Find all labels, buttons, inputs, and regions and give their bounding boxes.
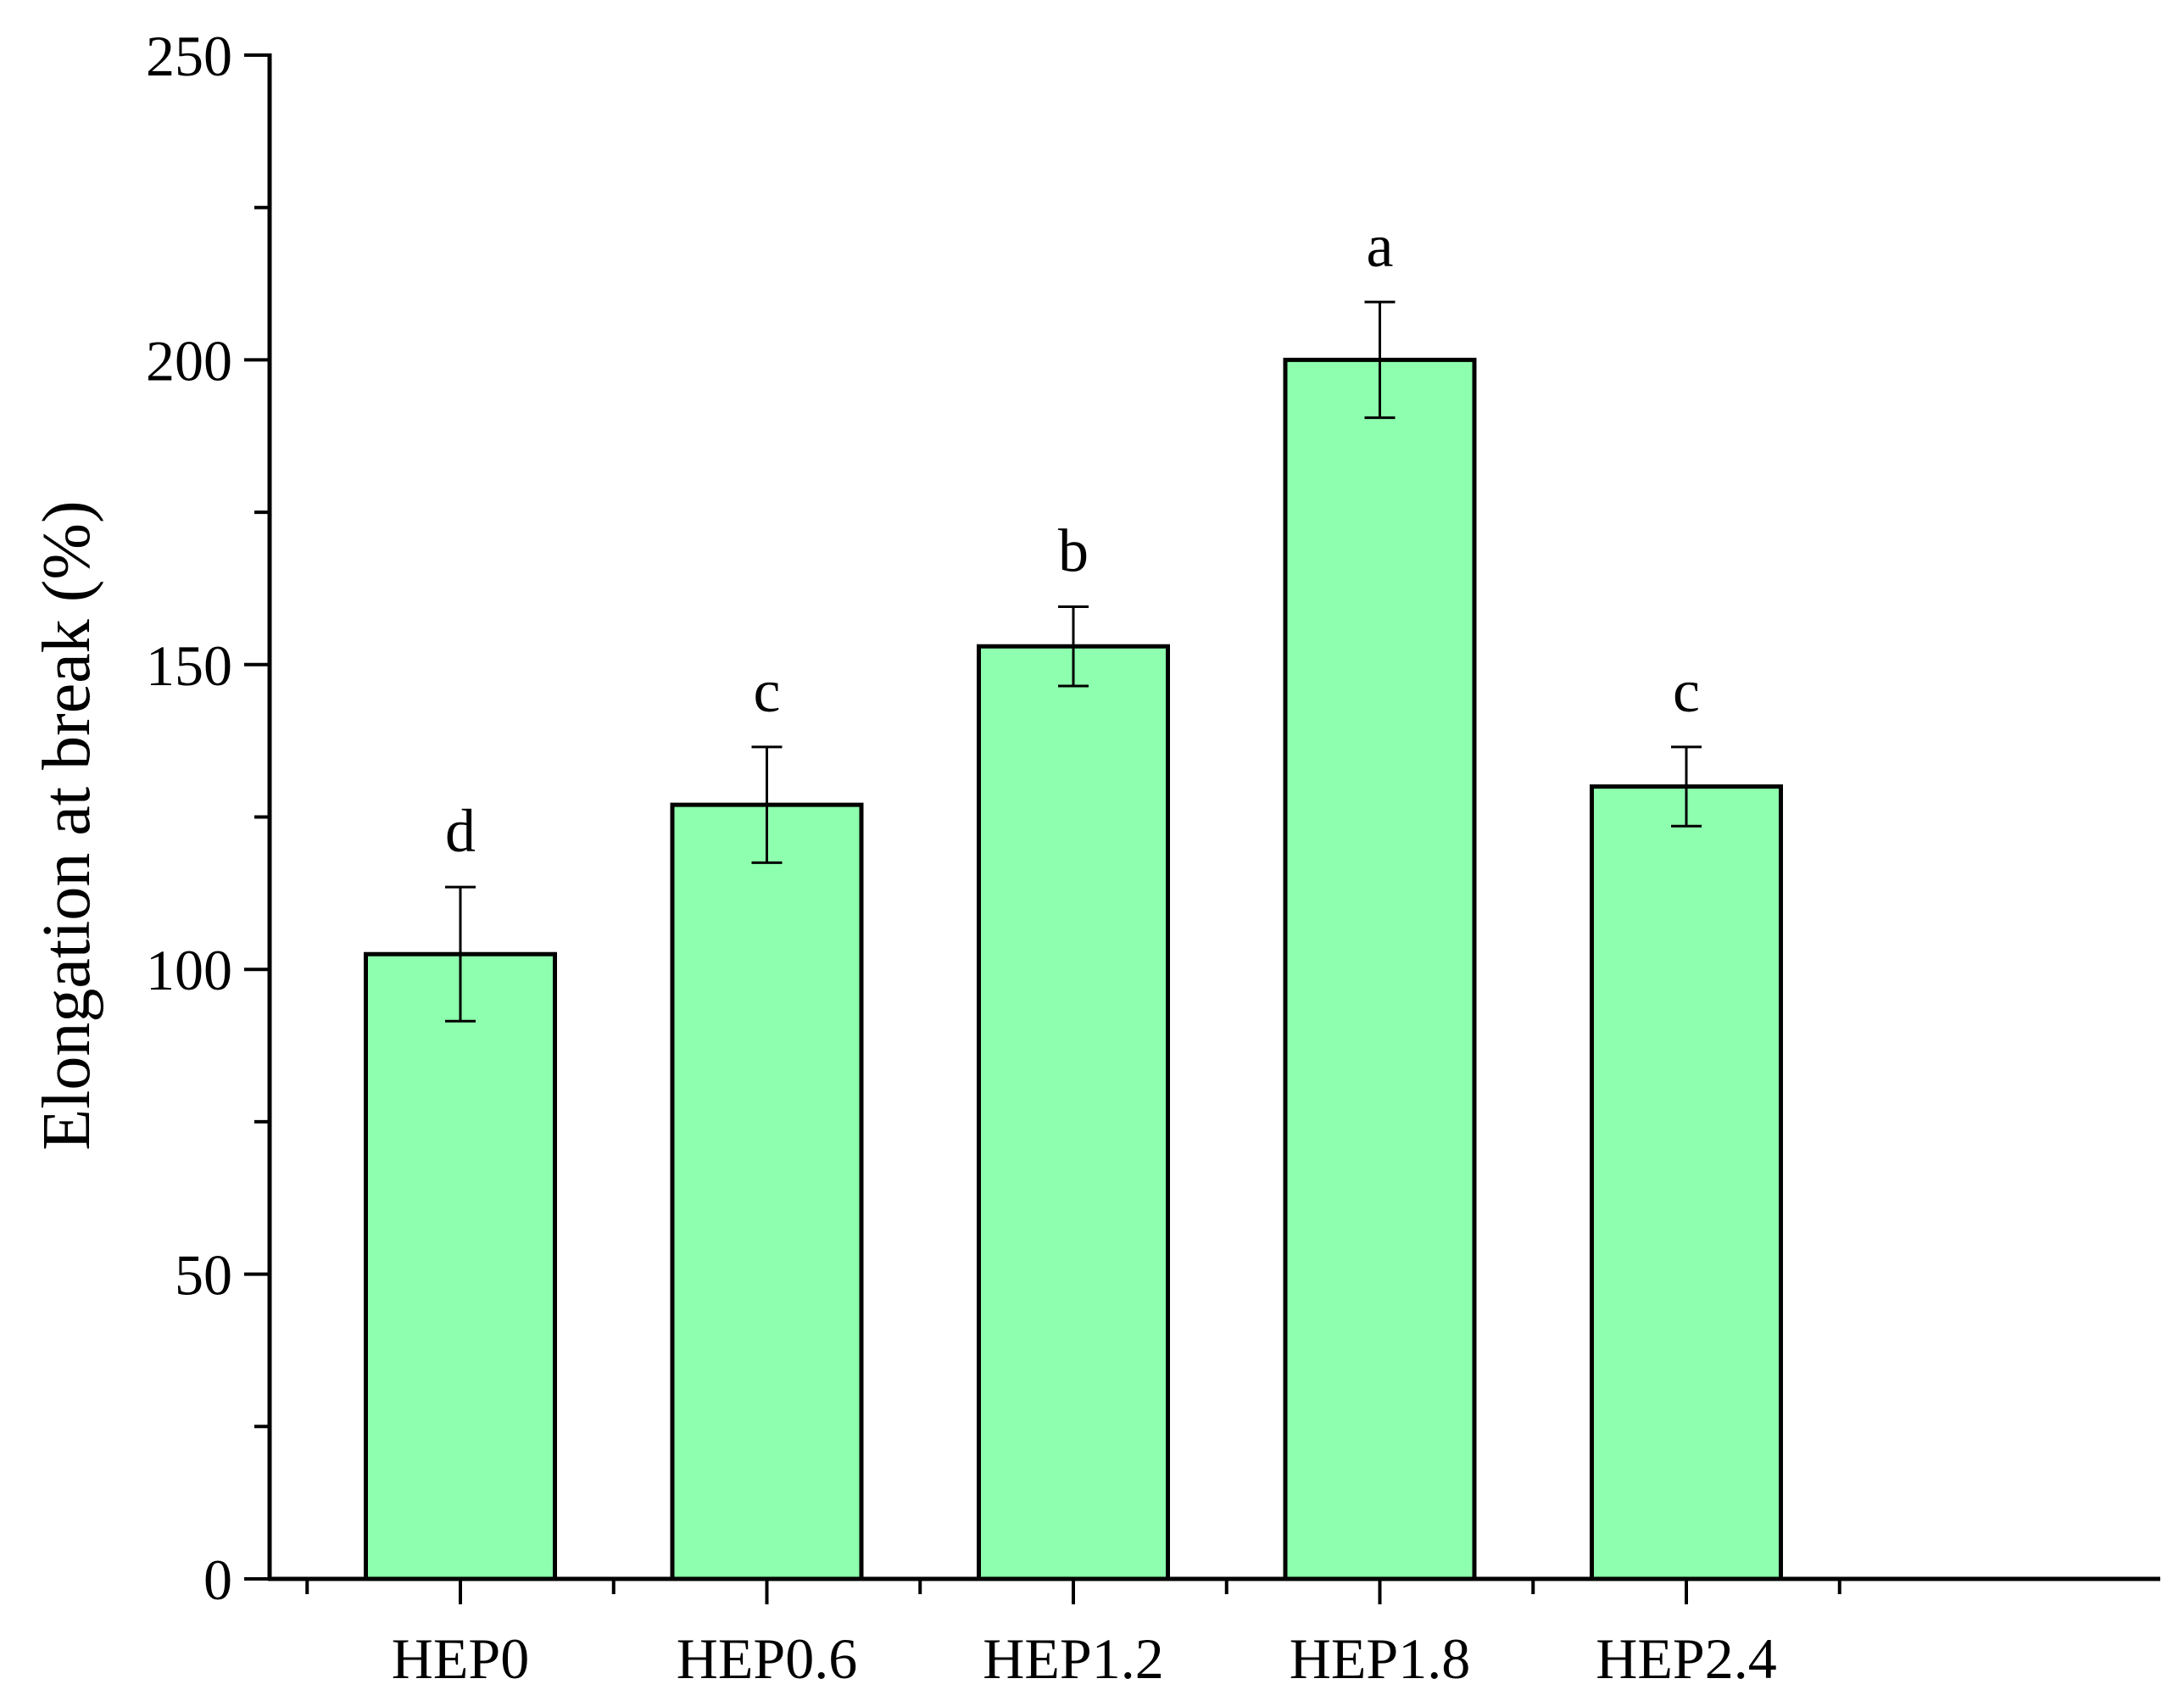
- significance-label: a: [1367, 212, 1394, 280]
- significance-label: d: [445, 797, 476, 865]
- x-tick-label: HEP1.8: [1290, 1626, 1470, 1691]
- y-axis-ticks: 0 50 100 150 200 250: [146, 24, 270, 1612]
- x-tick-label: HEP0.6: [677, 1626, 857, 1691]
- significance-label: c: [754, 657, 781, 725]
- y-tick-label: 250: [146, 24, 232, 88]
- y-tick-label: 200: [146, 328, 232, 393]
- x-tick-label: HEP2.4: [1596, 1626, 1776, 1691]
- bar: [670, 802, 864, 1581]
- y-tick-label: 100: [146, 938, 232, 1002]
- significance-label: c: [1673, 657, 1700, 725]
- x-axis-ticks: HEP0 HEP0.6 HEP1.2 HEP1.8 HEP2.4: [305, 1579, 1841, 1691]
- bar: [364, 951, 557, 1581]
- bar: [1283, 357, 1477, 1581]
- y-tick-label: 150: [146, 633, 232, 698]
- y-axis-title: Elongation at break (%): [30, 500, 104, 1150]
- bar: [977, 644, 1170, 1581]
- x-tick-label: HEP0: [392, 1626, 529, 1691]
- error-bars: [445, 300, 1702, 1023]
- labels: d c b a c: [445, 212, 1700, 865]
- y-tick-label: 0: [203, 1548, 232, 1612]
- x-tick-label: HEP1.2: [983, 1626, 1163, 1691]
- significance-label: b: [1058, 517, 1089, 585]
- y-tick-label: 50: [175, 1243, 232, 1308]
- bar: [1590, 784, 1783, 1581]
